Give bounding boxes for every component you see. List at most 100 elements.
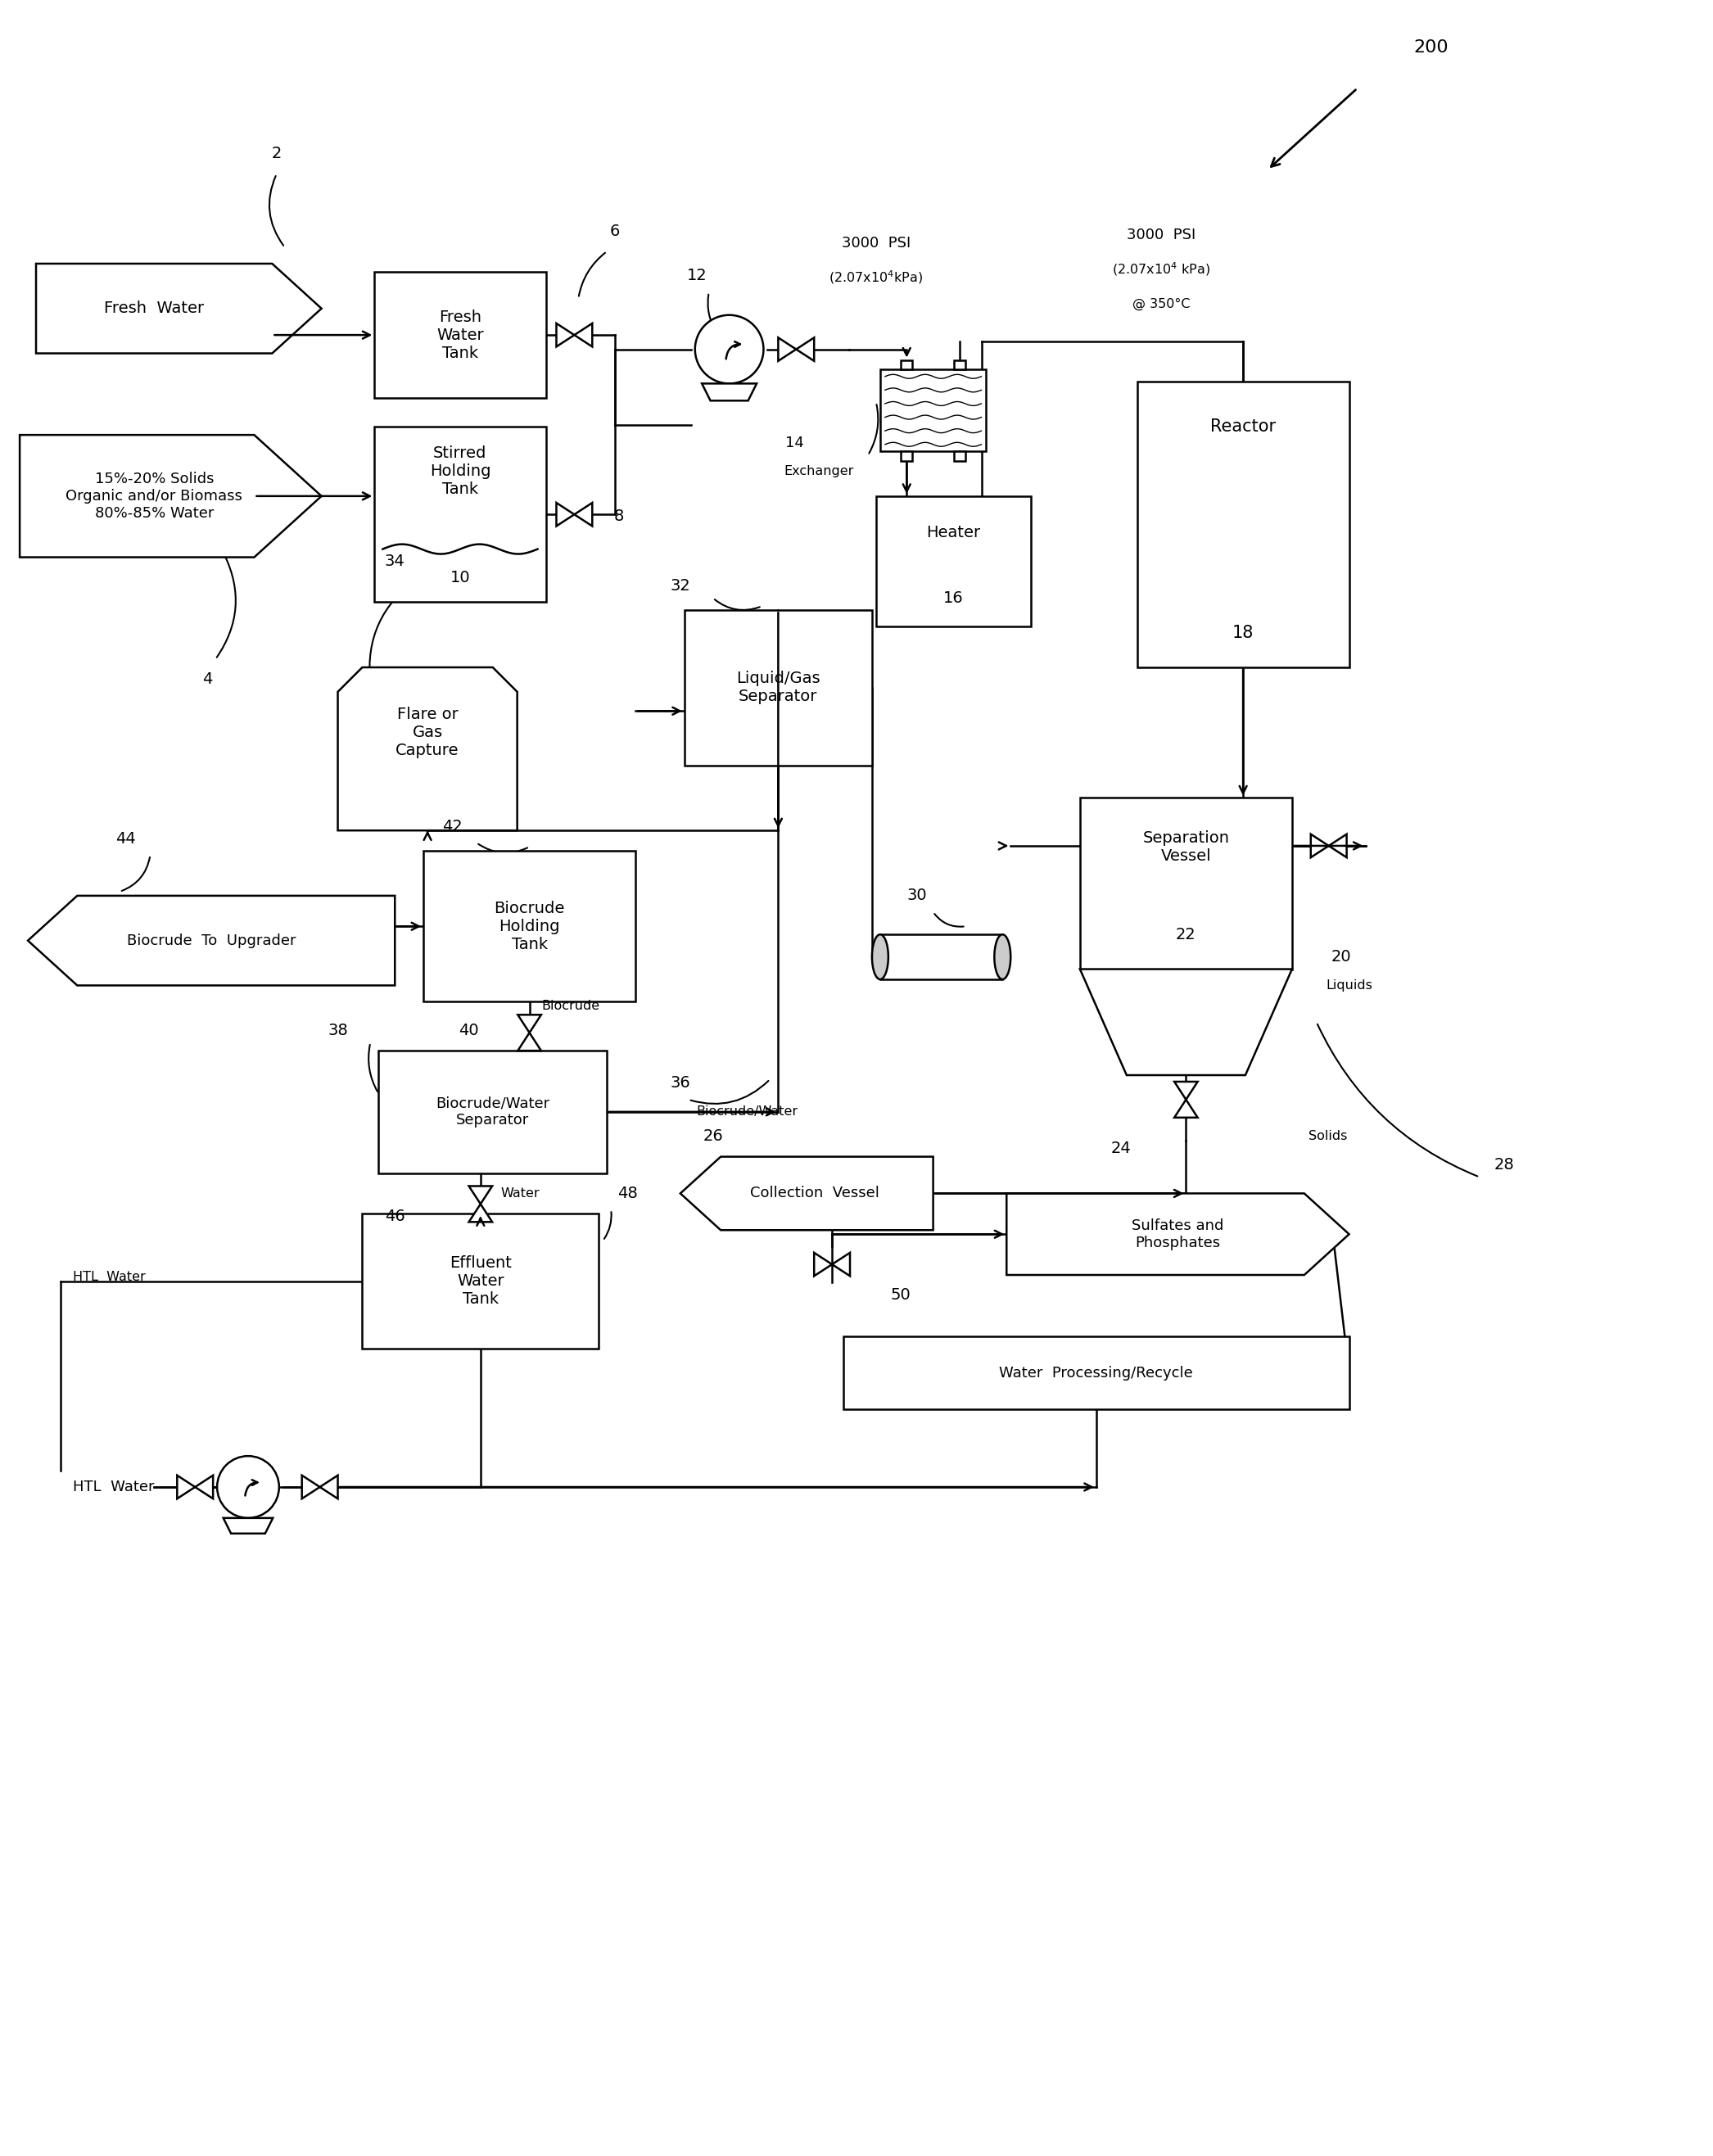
- Text: Water  Processing/Recycle: Water Processing/Recycle: [999, 1365, 1194, 1380]
- Bar: [880, 369, 987, 451]
- Text: 3000  PSI: 3000 PSI: [841, 235, 911, 250]
- Polygon shape: [1007, 1194, 1350, 1274]
- Text: 10: 10: [451, 569, 469, 586]
- Ellipse shape: [994, 934, 1011, 979]
- Text: 24: 24: [1110, 1141, 1131, 1156]
- Text: Collection  Vessel: Collection Vessel: [750, 1186, 879, 1201]
- Polygon shape: [814, 1253, 833, 1276]
- Text: 40: 40: [457, 1022, 478, 1037]
- Bar: [1079, 798, 1292, 968]
- Text: 14: 14: [785, 436, 803, 451]
- Polygon shape: [517, 1033, 541, 1050]
- Polygon shape: [574, 323, 593, 347]
- Bar: [843, 1337, 1350, 1410]
- Text: Biocrude/Water: Biocrude/Water: [697, 1106, 798, 1119]
- Bar: [1137, 382, 1350, 668]
- Text: 48: 48: [617, 1186, 637, 1201]
- Text: 34: 34: [385, 554, 404, 569]
- Polygon shape: [176, 1475, 195, 1498]
- Ellipse shape: [872, 934, 889, 979]
- Polygon shape: [27, 895, 396, 985]
- Circle shape: [218, 1455, 279, 1518]
- Text: 16: 16: [944, 591, 964, 606]
- Text: Exchanger: Exchanger: [785, 466, 855, 479]
- Polygon shape: [1329, 834, 1346, 858]
- Text: 6: 6: [610, 224, 620, 239]
- Polygon shape: [195, 1475, 212, 1498]
- Text: Fresh  Water: Fresh Water: [104, 300, 204, 317]
- Text: 28: 28: [1494, 1158, 1514, 1173]
- Text: 42: 42: [442, 819, 463, 834]
- Polygon shape: [1079, 968, 1292, 1076]
- Polygon shape: [1175, 1100, 1197, 1117]
- Text: Stirred
Holding
Tank: Stirred Holding Tank: [430, 446, 490, 498]
- Polygon shape: [1175, 1082, 1197, 1100]
- Text: @ 350°C: @ 350°C: [1132, 298, 1191, 310]
- Polygon shape: [680, 1158, 934, 1231]
- Polygon shape: [797, 338, 814, 360]
- Bar: [901, 451, 913, 461]
- Text: Liquid/Gas
Separator: Liquid/Gas Separator: [737, 671, 821, 705]
- Text: Flare or
Gas
Capture: Flare or Gas Capture: [396, 707, 459, 759]
- Text: Liquids: Liquids: [1326, 979, 1372, 992]
- Polygon shape: [223, 1518, 272, 1533]
- Polygon shape: [517, 1015, 541, 1033]
- Text: 4: 4: [202, 673, 212, 688]
- Text: Separation
Vessel: Separation Vessel: [1143, 830, 1230, 865]
- Text: Solids: Solids: [1309, 1130, 1346, 1143]
- Text: 18: 18: [1232, 625, 1254, 640]
- Polygon shape: [702, 384, 757, 401]
- Text: HTL  Water: HTL Water: [72, 1479, 154, 1494]
- Text: Biocrude: Biocrude: [541, 1000, 600, 1011]
- Text: 50: 50: [891, 1287, 911, 1302]
- Text: HTL  Water: HTL Water: [72, 1270, 146, 1283]
- Text: (2.07x10$^4$ kPa): (2.07x10$^4$ kPa): [1112, 261, 1211, 278]
- Polygon shape: [1310, 834, 1329, 858]
- Polygon shape: [833, 1253, 850, 1276]
- Text: 12: 12: [687, 267, 707, 285]
- Bar: [375, 427, 546, 602]
- Text: 44: 44: [115, 830, 135, 847]
- Polygon shape: [469, 1203, 492, 1222]
- Polygon shape: [469, 1186, 492, 1203]
- Text: 26: 26: [702, 1128, 723, 1145]
- Polygon shape: [574, 502, 593, 526]
- Polygon shape: [320, 1475, 337, 1498]
- Polygon shape: [778, 338, 797, 360]
- Text: Sulfates and
Phosphates: Sulfates and Phosphates: [1132, 1218, 1223, 1250]
- Bar: [361, 1214, 600, 1348]
- Text: 15%-20% Solids
Organic and/or Biomass
80%-85% Water: 15%-20% Solids Organic and/or Biomass 80…: [65, 472, 243, 520]
- Text: 3000  PSI: 3000 PSI: [1127, 229, 1196, 241]
- Bar: [954, 360, 966, 369]
- Bar: [954, 451, 966, 461]
- Text: Effluent
Water
Tank: Effluent Water Tank: [449, 1255, 512, 1307]
- Bar: [880, 934, 1002, 979]
- Polygon shape: [557, 502, 574, 526]
- Text: Fresh
Water
Tank: Fresh Water Tank: [437, 308, 483, 360]
- Text: 20: 20: [1331, 949, 1352, 964]
- Bar: [423, 852, 636, 1003]
- Text: Reactor: Reactor: [1211, 418, 1276, 436]
- Text: Water: Water: [500, 1188, 540, 1199]
- Text: 8: 8: [613, 509, 624, 524]
- Polygon shape: [557, 323, 574, 347]
- Text: (2.07x10$^4$kPa): (2.07x10$^4$kPa): [829, 270, 923, 287]
- Polygon shape: [337, 668, 517, 830]
- Bar: [375, 272, 546, 399]
- Circle shape: [695, 315, 764, 384]
- Text: 32: 32: [670, 578, 690, 593]
- Text: Biocrude/Water
Separator: Biocrude/Water Separator: [435, 1095, 550, 1128]
- Text: 2: 2: [272, 147, 281, 162]
- Text: Biocrude
Holding
Tank: Biocrude Holding Tank: [493, 901, 565, 953]
- Text: 36: 36: [670, 1076, 690, 1091]
- Text: 46: 46: [385, 1210, 404, 1225]
- Text: 38: 38: [327, 1022, 348, 1037]
- Text: 200: 200: [1413, 39, 1447, 56]
- Bar: [901, 360, 913, 369]
- Bar: [875, 496, 1031, 627]
- Text: 22: 22: [1175, 927, 1196, 942]
- Text: 30: 30: [906, 888, 927, 903]
- Bar: [379, 1050, 606, 1173]
- Polygon shape: [36, 263, 322, 354]
- Polygon shape: [301, 1475, 320, 1498]
